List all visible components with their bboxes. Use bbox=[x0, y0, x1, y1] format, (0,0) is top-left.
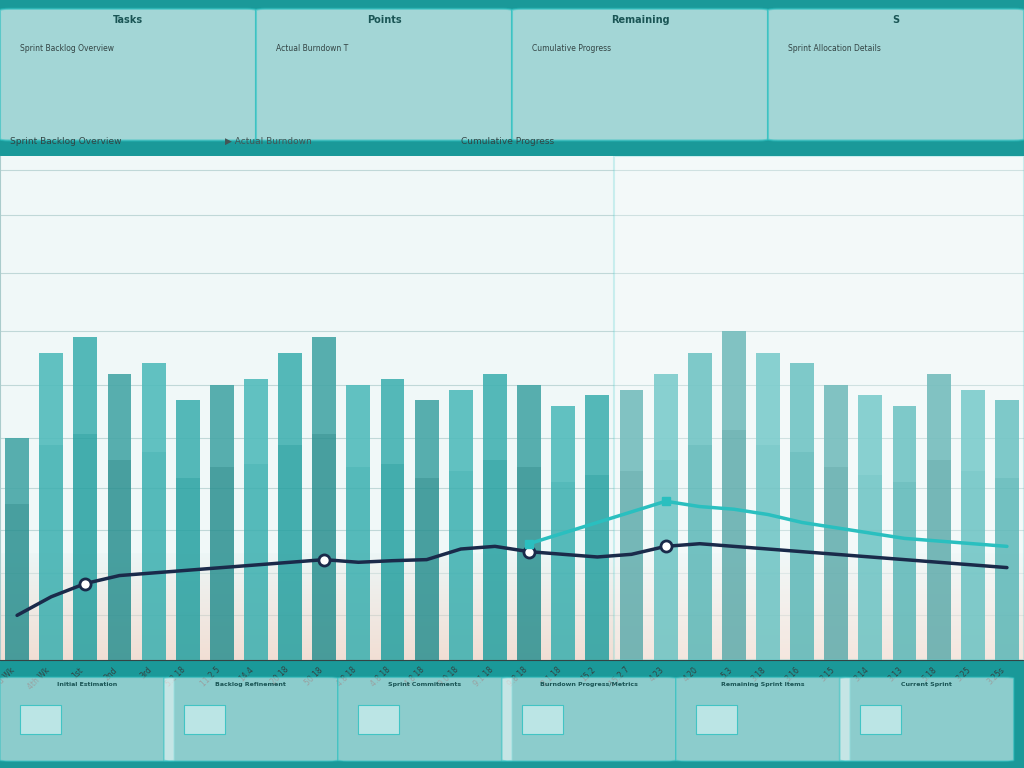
Bar bbox=[346, 385, 371, 467]
Text: Actual Burndown T: Actual Burndown T bbox=[276, 44, 349, 53]
FancyBboxPatch shape bbox=[256, 8, 512, 141]
FancyBboxPatch shape bbox=[164, 677, 338, 761]
Bar bbox=[176, 400, 200, 660]
Text: Burndown Progress/Metrics: Burndown Progress/Metrics bbox=[540, 682, 638, 687]
Text: Remaining Sprint Items: Remaining Sprint Items bbox=[721, 682, 805, 687]
Bar bbox=[39, 353, 63, 445]
FancyBboxPatch shape bbox=[768, 8, 1024, 141]
Bar bbox=[5, 438, 29, 660]
Text: Cumulative Progress: Cumulative Progress bbox=[532, 44, 611, 53]
Bar bbox=[210, 385, 233, 467]
Bar bbox=[74, 336, 97, 434]
Bar bbox=[415, 400, 438, 660]
FancyBboxPatch shape bbox=[0, 8, 256, 141]
Text: Sprint Allocation Details: Sprint Allocation Details bbox=[788, 44, 882, 53]
Bar bbox=[995, 400, 1019, 478]
Bar bbox=[551, 406, 575, 660]
Bar bbox=[483, 374, 507, 460]
Bar bbox=[244, 379, 268, 464]
Bar bbox=[415, 400, 438, 478]
Text: Tasks: Tasks bbox=[113, 15, 143, 25]
Text: Initial Estimation: Initial Estimation bbox=[57, 682, 117, 687]
Bar bbox=[696, 704, 737, 734]
Bar bbox=[791, 363, 814, 452]
Bar bbox=[5, 438, 29, 505]
Text: Sprint Commitments: Sprint Commitments bbox=[388, 682, 462, 687]
Bar bbox=[358, 704, 399, 734]
Bar bbox=[927, 374, 950, 460]
Bar bbox=[860, 704, 901, 734]
Bar bbox=[927, 374, 950, 660]
Bar bbox=[688, 353, 712, 445]
Text: Sprint Backlog Overview: Sprint Backlog Overview bbox=[10, 137, 122, 146]
FancyBboxPatch shape bbox=[502, 677, 676, 761]
Bar bbox=[108, 374, 131, 660]
Bar bbox=[586, 395, 609, 660]
Bar bbox=[517, 385, 541, 467]
Bar bbox=[961, 390, 985, 660]
Bar bbox=[824, 385, 848, 467]
Bar bbox=[791, 363, 814, 660]
FancyBboxPatch shape bbox=[338, 677, 512, 761]
Bar bbox=[620, 390, 643, 471]
Bar bbox=[108, 374, 131, 460]
Bar bbox=[756, 353, 780, 660]
Bar bbox=[517, 385, 541, 660]
Bar bbox=[449, 390, 473, 660]
Bar bbox=[586, 395, 609, 475]
Bar bbox=[858, 395, 883, 660]
Text: Backlog Refinement: Backlog Refinement bbox=[215, 682, 287, 687]
Bar bbox=[184, 704, 225, 734]
Bar bbox=[893, 406, 916, 660]
Bar bbox=[722, 332, 745, 660]
Text: Cumulative Progress: Cumulative Progress bbox=[461, 137, 554, 146]
Bar bbox=[141, 363, 166, 452]
Bar bbox=[522, 704, 563, 734]
Bar bbox=[893, 406, 916, 482]
FancyBboxPatch shape bbox=[676, 677, 850, 761]
Bar bbox=[312, 336, 336, 434]
Text: Current Sprint: Current Sprint bbox=[901, 682, 952, 687]
Bar bbox=[244, 379, 268, 660]
Bar bbox=[74, 336, 97, 660]
Text: Points: Points bbox=[367, 15, 401, 25]
Bar bbox=[210, 385, 233, 660]
FancyBboxPatch shape bbox=[512, 8, 768, 141]
FancyBboxPatch shape bbox=[840, 677, 1014, 761]
Bar bbox=[39, 353, 63, 660]
Bar bbox=[995, 400, 1019, 660]
Bar bbox=[346, 385, 371, 660]
Bar bbox=[141, 363, 166, 660]
Bar bbox=[381, 379, 404, 464]
Bar bbox=[620, 390, 643, 660]
Bar bbox=[551, 406, 575, 482]
FancyBboxPatch shape bbox=[0, 677, 174, 761]
Bar bbox=[824, 385, 848, 660]
Text: S: S bbox=[893, 15, 899, 25]
Bar bbox=[279, 353, 302, 445]
Bar bbox=[381, 379, 404, 660]
Bar bbox=[653, 374, 678, 460]
Bar bbox=[961, 390, 985, 471]
Bar bbox=[653, 374, 678, 660]
Bar bbox=[279, 353, 302, 660]
Bar bbox=[614, 157, 1024, 660]
Bar bbox=[312, 336, 336, 660]
Bar bbox=[688, 353, 712, 660]
Text: ▶ Actual Burndown: ▶ Actual Burndown bbox=[225, 137, 312, 146]
Bar bbox=[722, 332, 745, 430]
Bar bbox=[20, 704, 61, 734]
Bar bbox=[483, 374, 507, 660]
Bar bbox=[176, 400, 200, 478]
Bar bbox=[449, 390, 473, 471]
Text: Sprint Backlog Overview: Sprint Backlog Overview bbox=[20, 44, 115, 53]
Bar bbox=[756, 353, 780, 445]
Text: Remaining: Remaining bbox=[610, 15, 670, 25]
Bar bbox=[858, 395, 883, 475]
